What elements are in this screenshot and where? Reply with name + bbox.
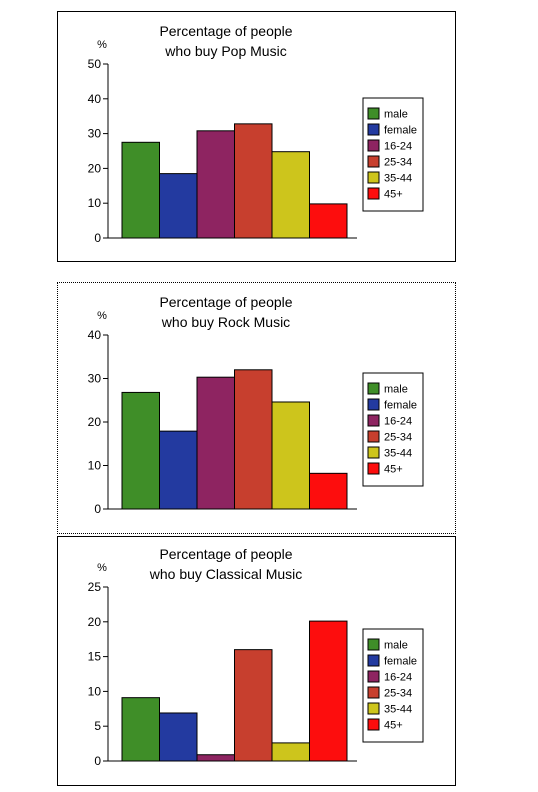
y-tick-label-pop-10: 10 bbox=[88, 196, 102, 210]
legend-label-pop-16-24: 16-24 bbox=[384, 141, 412, 153]
legend-swatch-classical-female bbox=[367, 654, 380, 667]
legend-swatch-pop-25-34 bbox=[367, 155, 380, 168]
chart-panel-rock: Percentage of people who buy Rock Music% 0… bbox=[57, 282, 456, 534]
y-tick-label-classical-0: 0 bbox=[94, 754, 101, 768]
legend-swatch-rock-female bbox=[367, 398, 380, 411]
legend-swatch-rock-25-34 bbox=[367, 430, 380, 443]
chart-title-rock-line-2: who buy Rock Music bbox=[161, 314, 290, 330]
legend-swatch-classical-16-24 bbox=[367, 670, 380, 683]
bar-rock-35-44 bbox=[271, 401, 310, 510]
legend-swatch-rock-45+ bbox=[367, 462, 380, 475]
bar-rock-45+ bbox=[309, 472, 348, 510]
bar-classical-male bbox=[121, 697, 160, 762]
y-axis-label-rock: % bbox=[97, 310, 107, 322]
legend-swatch-classical-35-44 bbox=[367, 702, 380, 715]
y-tick-label-pop-0: 0 bbox=[94, 231, 101, 245]
chart-title-rock-line-1: Percentage of people bbox=[159, 294, 292, 310]
y-axis-label-pop: % bbox=[97, 39, 107, 51]
legend-swatch-classical-25-34 bbox=[367, 686, 380, 699]
legend-swatch-rock-35-44 bbox=[367, 446, 380, 459]
legend-swatch-pop-45+ bbox=[367, 187, 380, 200]
y-tick-label-classical-10: 10 bbox=[88, 684, 102, 698]
legend-swatch-pop-16-24 bbox=[367, 139, 380, 152]
y-tick-label-rock-10: 10 bbox=[88, 459, 102, 473]
legend-swatch-rock-16-24 bbox=[367, 414, 380, 427]
chart-classical-music: Percentage of people who buy Classical Mu… bbox=[88, 546, 424, 768]
y-tick-label-pop-50: 50 bbox=[88, 57, 102, 71]
bar-rock-16-24 bbox=[196, 376, 235, 510]
y-axis-label-classical: % bbox=[97, 562, 107, 574]
legend-label-rock-25-34: 25-34 bbox=[384, 432, 412, 444]
bar-rock-25-34 bbox=[234, 369, 273, 510]
y-tick-label-classical-15: 15 bbox=[88, 650, 102, 664]
bar-classical-35-44 bbox=[271, 742, 310, 762]
chart-title-classical-line-1: Percentage of people bbox=[159, 546, 292, 562]
legend-label-pop-female: female bbox=[384, 125, 417, 137]
bar-rock-female bbox=[159, 430, 198, 510]
legend-label-pop-45+: 45+ bbox=[384, 189, 403, 201]
bar-pop-female bbox=[159, 173, 198, 239]
legend-label-classical-16-24: 16-24 bbox=[384, 672, 412, 684]
legend-label-rock-female: female bbox=[384, 400, 417, 412]
legend-label-rock-45+: 45+ bbox=[384, 464, 403, 476]
legend-swatch-rock-male bbox=[367, 382, 380, 395]
bar-pop-male bbox=[121, 141, 160, 239]
legend-swatch-classical-45+ bbox=[367, 718, 380, 731]
chart-title-pop-line-2: who buy Pop Music bbox=[164, 43, 286, 59]
bar-pop-16-24 bbox=[196, 130, 235, 239]
legend-label-classical-45+: 45+ bbox=[384, 720, 403, 732]
legend-label-classical-male: male bbox=[384, 640, 408, 652]
y-tick-label-classical-5: 5 bbox=[94, 719, 101, 733]
legend-label-rock-35-44: 35-44 bbox=[384, 448, 412, 460]
bar-classical-25-34 bbox=[234, 649, 273, 762]
chart-pop-music: Percentage of people who buy Pop Music% 0 1… bbox=[88, 23, 424, 245]
legend-label-pop-male: male bbox=[384, 109, 408, 121]
legend-swatch-pop-female bbox=[367, 123, 380, 136]
y-tick-label-classical-20: 20 bbox=[88, 615, 102, 629]
legend-label-classical-35-44: 35-44 bbox=[384, 704, 412, 716]
y-tick-label-rock-0: 0 bbox=[94, 502, 101, 516]
legend-label-rock-male: male bbox=[384, 384, 408, 396]
chart-title-classical-line-2: who buy Classical Music bbox=[149, 566, 303, 582]
chart-rock-music: Percentage of people who buy Rock Music% 0… bbox=[88, 294, 424, 516]
bar-classical-female bbox=[159, 712, 198, 762]
y-tick-label-rock-20: 20 bbox=[88, 415, 102, 429]
bar-classical-45+ bbox=[309, 620, 348, 762]
legend-swatch-pop-male bbox=[367, 107, 380, 120]
legend-label-pop-35-44: 35-44 bbox=[384, 173, 412, 185]
bar-pop-45+ bbox=[309, 203, 348, 239]
chart-panel-classical: Percentage of people who buy Classical Mu… bbox=[57, 536, 456, 786]
bar-classical-16-24 bbox=[196, 754, 235, 762]
y-tick-label-pop-40: 40 bbox=[88, 92, 102, 106]
y-tick-label-pop-20: 20 bbox=[88, 161, 102, 175]
legend-label-classical-female: female bbox=[384, 656, 417, 668]
legend-swatch-classical-male bbox=[367, 638, 380, 651]
legend-swatch-pop-35-44 bbox=[367, 171, 380, 184]
chart-panel-pop: Percentage of people who buy Pop Music% 0 1… bbox=[57, 11, 456, 262]
bar-pop-25-34 bbox=[234, 123, 273, 239]
y-tick-label-rock-30: 30 bbox=[88, 372, 102, 386]
legend-label-rock-16-24: 16-24 bbox=[384, 416, 412, 428]
legend-label-classical-25-34: 25-34 bbox=[384, 688, 412, 700]
bar-pop-35-44 bbox=[271, 151, 310, 239]
chart-title-pop-line-1: Percentage of people bbox=[159, 23, 292, 39]
y-tick-label-pop-30: 30 bbox=[88, 127, 102, 141]
legend-label-pop-25-34: 25-34 bbox=[384, 157, 412, 169]
bar-rock-male bbox=[121, 391, 160, 510]
y-tick-label-classical-25: 25 bbox=[88, 580, 102, 594]
y-tick-label-rock-40: 40 bbox=[88, 328, 102, 342]
